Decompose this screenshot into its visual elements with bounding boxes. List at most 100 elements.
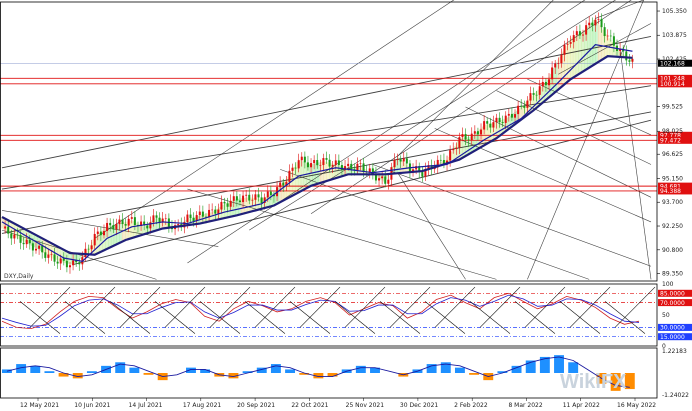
candle-body bbox=[93, 233, 96, 246]
date-tick-label: 25 Nov 2021 bbox=[346, 402, 385, 409]
candle-body bbox=[235, 196, 238, 201]
candle-body bbox=[242, 195, 245, 203]
candle-body bbox=[495, 117, 498, 123]
price-tick-label: 102.425 bbox=[662, 56, 687, 63]
histogram-bar bbox=[58, 373, 69, 377]
candle-body bbox=[554, 63, 557, 68]
histogram-bar bbox=[228, 373, 239, 379]
candle-body bbox=[229, 200, 232, 207]
candle-body bbox=[87, 248, 90, 250]
candle-body bbox=[594, 19, 597, 26]
candle-body bbox=[436, 159, 439, 168]
candle-body bbox=[4, 226, 7, 229]
candle-body bbox=[140, 221, 143, 226]
candle-body bbox=[514, 114, 517, 118]
oscillator-trend-segment bbox=[569, 286, 611, 328]
candle-body bbox=[149, 222, 152, 229]
histogram-bar bbox=[327, 373, 338, 377]
candle-body bbox=[600, 18, 603, 28]
price-tick-label: 103.875 bbox=[662, 32, 687, 39]
oscillator-layer: 85.0000 70.0000 30.0000 15.0000 100 50 0 bbox=[0, 281, 692, 350]
candle-body bbox=[368, 168, 371, 173]
candle-body bbox=[529, 93, 532, 101]
candle-body bbox=[59, 258, 62, 264]
trendline bbox=[187, 188, 497, 280]
trendline bbox=[434, 128, 652, 223]
histogram-panel-frame bbox=[0, 347, 658, 399]
candle-body bbox=[192, 217, 195, 222]
candle-body bbox=[461, 134, 464, 138]
price-tag bbox=[658, 136, 692, 144]
histogram-bar bbox=[72, 373, 83, 379]
candle-body bbox=[467, 139, 470, 141]
candle-body bbox=[152, 215, 155, 223]
candle-body bbox=[106, 222, 109, 232]
candle-body bbox=[22, 242, 25, 245]
candle-body bbox=[328, 159, 331, 167]
candle-body bbox=[99, 231, 102, 236]
candle-body bbox=[211, 209, 214, 211]
histogram-layer: 1.22183 -1.24022 bbox=[2, 348, 689, 399]
trendline bbox=[372, 164, 652, 267]
candle-body bbox=[31, 243, 34, 251]
price-tag-label: 102.168 bbox=[660, 60, 685, 67]
candle-body bbox=[44, 252, 47, 258]
oscillator-tick-label: 0 bbox=[662, 343, 666, 350]
candle-body bbox=[260, 197, 263, 204]
candle-body bbox=[112, 225, 115, 230]
histogram-bar bbox=[115, 362, 126, 373]
histogram-bar bbox=[525, 360, 536, 373]
price-tick-label: 92.250 bbox=[662, 223, 683, 230]
candle-body bbox=[439, 159, 442, 161]
candle-body bbox=[84, 248, 87, 258]
moving-average-layer: DXY,Daily bbox=[1, 44, 633, 280]
candle-body bbox=[72, 260, 75, 266]
price-tag bbox=[658, 182, 692, 190]
candle-body bbox=[269, 191, 272, 196]
candle-body bbox=[489, 123, 492, 128]
histogram-bar bbox=[511, 365, 522, 373]
oscillator-trend-segment bbox=[479, 286, 521, 328]
oscillator-trend-segment bbox=[434, 286, 476, 328]
candle-body bbox=[109, 222, 112, 226]
histogram-bar bbox=[370, 367, 380, 373]
histogram-bar bbox=[186, 367, 196, 373]
trendline bbox=[496, 90, 652, 165]
candle-body bbox=[378, 178, 381, 181]
candle-body bbox=[319, 165, 322, 166]
ma-fast-line bbox=[1, 44, 633, 262]
candle-body bbox=[609, 35, 612, 37]
date-tick-label: 8 Mar 2022 bbox=[508, 402, 542, 409]
price-tick-label: 89.350 bbox=[662, 271, 683, 278]
candle-body bbox=[297, 160, 300, 169]
candle-body bbox=[155, 215, 158, 218]
oscillator-trend-segment bbox=[389, 286, 431, 328]
candle-body bbox=[121, 219, 124, 225]
trendline bbox=[280, 169, 590, 280]
oscillator-trend-segment bbox=[614, 286, 656, 328]
candle-body bbox=[257, 194, 260, 198]
oscillator-tag bbox=[658, 289, 692, 297]
candle-body bbox=[575, 31, 578, 36]
histogram-bar bbox=[86, 371, 97, 373]
candle-body bbox=[133, 217, 136, 225]
symbol-label: DXY,Daily bbox=[4, 273, 34, 280]
watermark-layer: WikiFX bbox=[560, 371, 627, 393]
date-tick-label: 22 Oct 2021 bbox=[291, 402, 328, 409]
price-tick-label: 93.700 bbox=[662, 199, 683, 206]
candle-body bbox=[399, 159, 402, 162]
candle-body bbox=[331, 164, 334, 167]
oscillator-trend-segment bbox=[524, 286, 566, 328]
candle-body bbox=[344, 166, 347, 171]
candle-body bbox=[238, 200, 241, 203]
histogram-bar bbox=[539, 356, 550, 373]
histogram-bar bbox=[497, 371, 508, 373]
candle-body bbox=[359, 163, 362, 165]
trendline bbox=[595, 0, 645, 19]
candle-body bbox=[102, 231, 105, 236]
candlestick-layer bbox=[4, 12, 634, 274]
candle-body bbox=[538, 86, 541, 95]
candle-body bbox=[507, 113, 510, 116]
histogram-bar bbox=[610, 373, 621, 391]
candle-body bbox=[340, 165, 343, 171]
